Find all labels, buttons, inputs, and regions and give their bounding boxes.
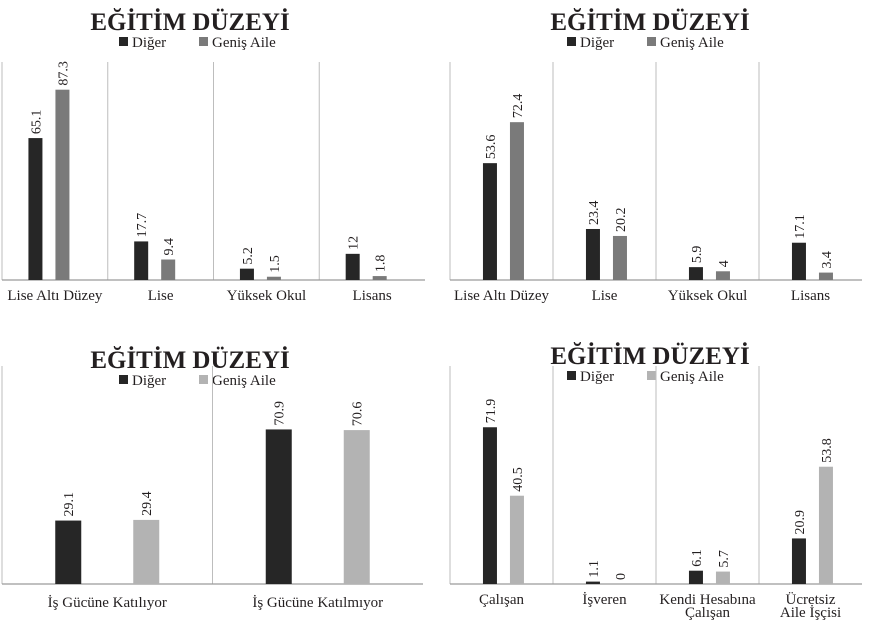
legend-swatch-2: [199, 37, 208, 46]
legend-label-1: Diğer: [132, 35, 166, 51]
data-label: 1.5: [268, 255, 283, 273]
bar-diğer: [585, 581, 600, 584]
data-label: 3.4: [820, 251, 835, 269]
data-label: 1.8: [374, 255, 389, 273]
chart-title: EĞİTİM DÜZEYİ: [550, 341, 749, 370]
legend-label-2: Geniş Aile: [660, 35, 724, 51]
data-label: 71.9: [484, 399, 499, 423]
bar-diğer: [265, 429, 292, 584]
bar-diğer: [55, 520, 82, 584]
legend-swatch-1: [119, 37, 128, 46]
bar-geniş-aile: [715, 571, 730, 584]
legend-label-1: Diğer: [132, 373, 166, 389]
data-label: 70.9: [273, 401, 288, 426]
legend-swatch-2: [647, 371, 656, 380]
bar-geniş-aile: [715, 271, 730, 280]
chart-title: EĞİTİM DÜZEYİ: [90, 345, 289, 374]
category-label: İş Gücüne Katılmıyor: [252, 595, 383, 611]
legend-label-1: Diğer: [580, 369, 614, 385]
data-label: 40.5: [511, 467, 526, 492]
bar-diğer: [239, 268, 254, 280]
data-label: 20.2: [614, 207, 629, 232]
category-label: Lisans: [353, 288, 392, 304]
bar-geniş-aile: [133, 519, 160, 584]
data-label: 1.1: [587, 560, 602, 578]
legend-label-2: Geniş Aile: [212, 373, 276, 389]
category-label: Lise Altı Düzey: [7, 288, 102, 304]
bar-geniş-aile: [55, 89, 70, 280]
data-label: 5.7: [717, 550, 732, 568]
data-label: 29.1: [62, 492, 77, 517]
legend-label-1: Diğer: [580, 35, 614, 51]
data-label: 5.9: [690, 246, 705, 264]
data-label: 53.8: [820, 438, 835, 463]
category-label: Yüksek Okul: [668, 288, 748, 304]
data-label: 23.4: [587, 200, 602, 225]
bar-diğer: [134, 241, 149, 280]
bar-diğer: [688, 570, 703, 584]
category-label: Lise: [148, 288, 174, 304]
category-label: Kendi Hesabına Çalışan: [659, 592, 756, 621]
bar-geniş-aile: [343, 430, 370, 584]
category-label: İşveren: [582, 592, 627, 608]
legend-swatch-2: [647, 37, 656, 46]
chart-title: EĞİTİM DÜZEYİ: [550, 7, 749, 36]
legend-swatch-1: [567, 37, 576, 46]
bar-geniş-aile: [612, 235, 627, 280]
data-label: 53.6: [484, 135, 499, 159]
category-label: İş Gücüne Katılıyor: [48, 595, 167, 611]
bar-diğer: [585, 228, 600, 280]
data-label: 29.4: [140, 491, 155, 516]
bar-diğer: [688, 267, 703, 280]
bar-geniş-aile: [509, 122, 524, 280]
bar-geniş-aile: [372, 276, 387, 280]
category-label: Yüksek Okul: [227, 288, 307, 304]
bar-diğer: [791, 538, 806, 584]
legend-label-2: Geniş Aile: [660, 369, 724, 385]
category-label: Lise Altı Düzey: [454, 288, 549, 304]
bar-geniş-aile: [161, 259, 176, 280]
legend-swatch-1: [567, 371, 576, 380]
bar-geniş-aile: [818, 272, 833, 280]
bar-geniş-aile: [818, 466, 833, 584]
category-label: Lise: [592, 288, 618, 304]
category-label: Ücretsiz Aile İşçisi: [780, 591, 841, 621]
bar-geniş-aile: [266, 276, 281, 280]
legend-swatch-2: [199, 375, 208, 384]
data-label: 9.4: [162, 238, 177, 256]
bar-diğer: [28, 138, 43, 280]
legend-swatch-1: [119, 375, 128, 384]
category-label: Lisans: [791, 288, 830, 304]
bar-diğer: [791, 242, 806, 280]
data-label: 6.1: [690, 549, 705, 567]
bar-diğer: [482, 427, 497, 584]
legend-label-2: Geniş Aile: [212, 35, 276, 51]
data-label: 12: [347, 236, 362, 250]
data-label: 87.3: [56, 61, 71, 86]
data-label: 17.1: [793, 214, 808, 239]
data-label: 72.4: [511, 94, 526, 119]
data-label: 70.6: [351, 402, 366, 427]
bar-diğer: [482, 163, 497, 280]
bar-diğer: [345, 253, 360, 280]
chart-title: EĞİTİM DÜZEYİ: [90, 7, 289, 36]
data-label: 17.7: [135, 213, 150, 238]
data-label: 0: [614, 573, 629, 580]
data-label: 4: [717, 260, 732, 267]
bar-geniş-aile: [509, 495, 524, 584]
data-label: 20.9: [793, 510, 808, 535]
data-label: 5.2: [241, 247, 256, 265]
category-label: Çalışan: [479, 592, 524, 608]
data-label: 65.1: [29, 110, 44, 135]
